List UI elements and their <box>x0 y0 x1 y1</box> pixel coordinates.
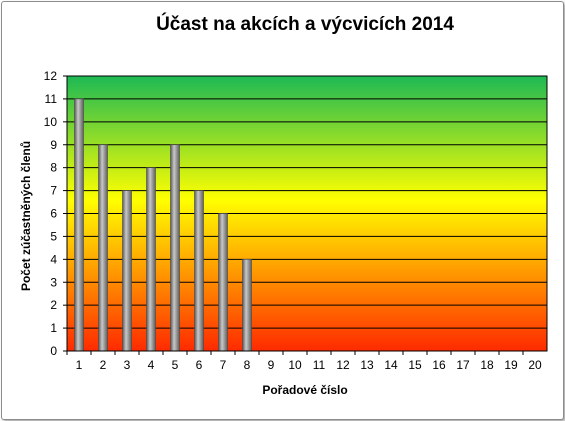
x-tick-label: 11 <box>313 358 326 372</box>
x-tick-label: 8 <box>244 358 251 372</box>
y-tick-label: 11 <box>45 92 58 106</box>
y-tick-label: 1 <box>50 321 57 335</box>
y-tick-label: 5 <box>50 229 57 243</box>
x-tick-label: 17 <box>456 358 470 372</box>
x-tick-label: 14 <box>384 358 398 372</box>
y-tick-label: 12 <box>44 69 58 83</box>
y-tick-label: 6 <box>50 207 57 221</box>
x-axis-label: Pořadové číslo <box>262 383 348 397</box>
bar <box>170 144 180 352</box>
y-tick-label: 4 <box>50 252 57 266</box>
x-tick-label: 1 <box>76 358 83 372</box>
y-tick-label: 2 <box>50 298 57 312</box>
bar <box>98 144 108 352</box>
x-tick-label: 18 <box>480 358 494 372</box>
x-tick-label: 16 <box>432 358 446 372</box>
x-tick-label: 3 <box>124 358 131 372</box>
x-tick-label: 2 <box>100 358 107 372</box>
bar <box>218 213 228 352</box>
plot-border <box>66 75 548 352</box>
y-tick-label: 8 <box>50 161 57 175</box>
x-tick-label: 6 <box>196 358 203 372</box>
y-tick-label: 10 <box>44 115 58 129</box>
x-tick-label: 10 <box>288 358 302 372</box>
x-tick-label: 12 <box>336 358 350 372</box>
x-tick-label: 20 <box>528 358 542 372</box>
x-tick-label: 9 <box>268 358 275 372</box>
x-tick-label: 13 <box>360 358 374 372</box>
bar <box>146 167 156 352</box>
bar <box>194 190 204 352</box>
bar <box>74 98 84 352</box>
x-tick-label: 15 <box>408 358 422 372</box>
y-tick-label: 0 <box>50 344 57 358</box>
x-tick-label: 5 <box>172 358 179 372</box>
y-tick-label: 7 <box>50 184 57 198</box>
bar <box>242 259 252 352</box>
x-tick-label: 19 <box>504 358 518 372</box>
chart-title: Účast na akcích a výcvicích 2014 <box>156 14 454 35</box>
y-tick-label: 3 <box>50 275 57 289</box>
bar <box>122 190 132 352</box>
x-tick-label: 7 <box>220 358 227 372</box>
y-tick-label: 9 <box>50 138 57 152</box>
x-tick-label: 4 <box>148 358 155 372</box>
